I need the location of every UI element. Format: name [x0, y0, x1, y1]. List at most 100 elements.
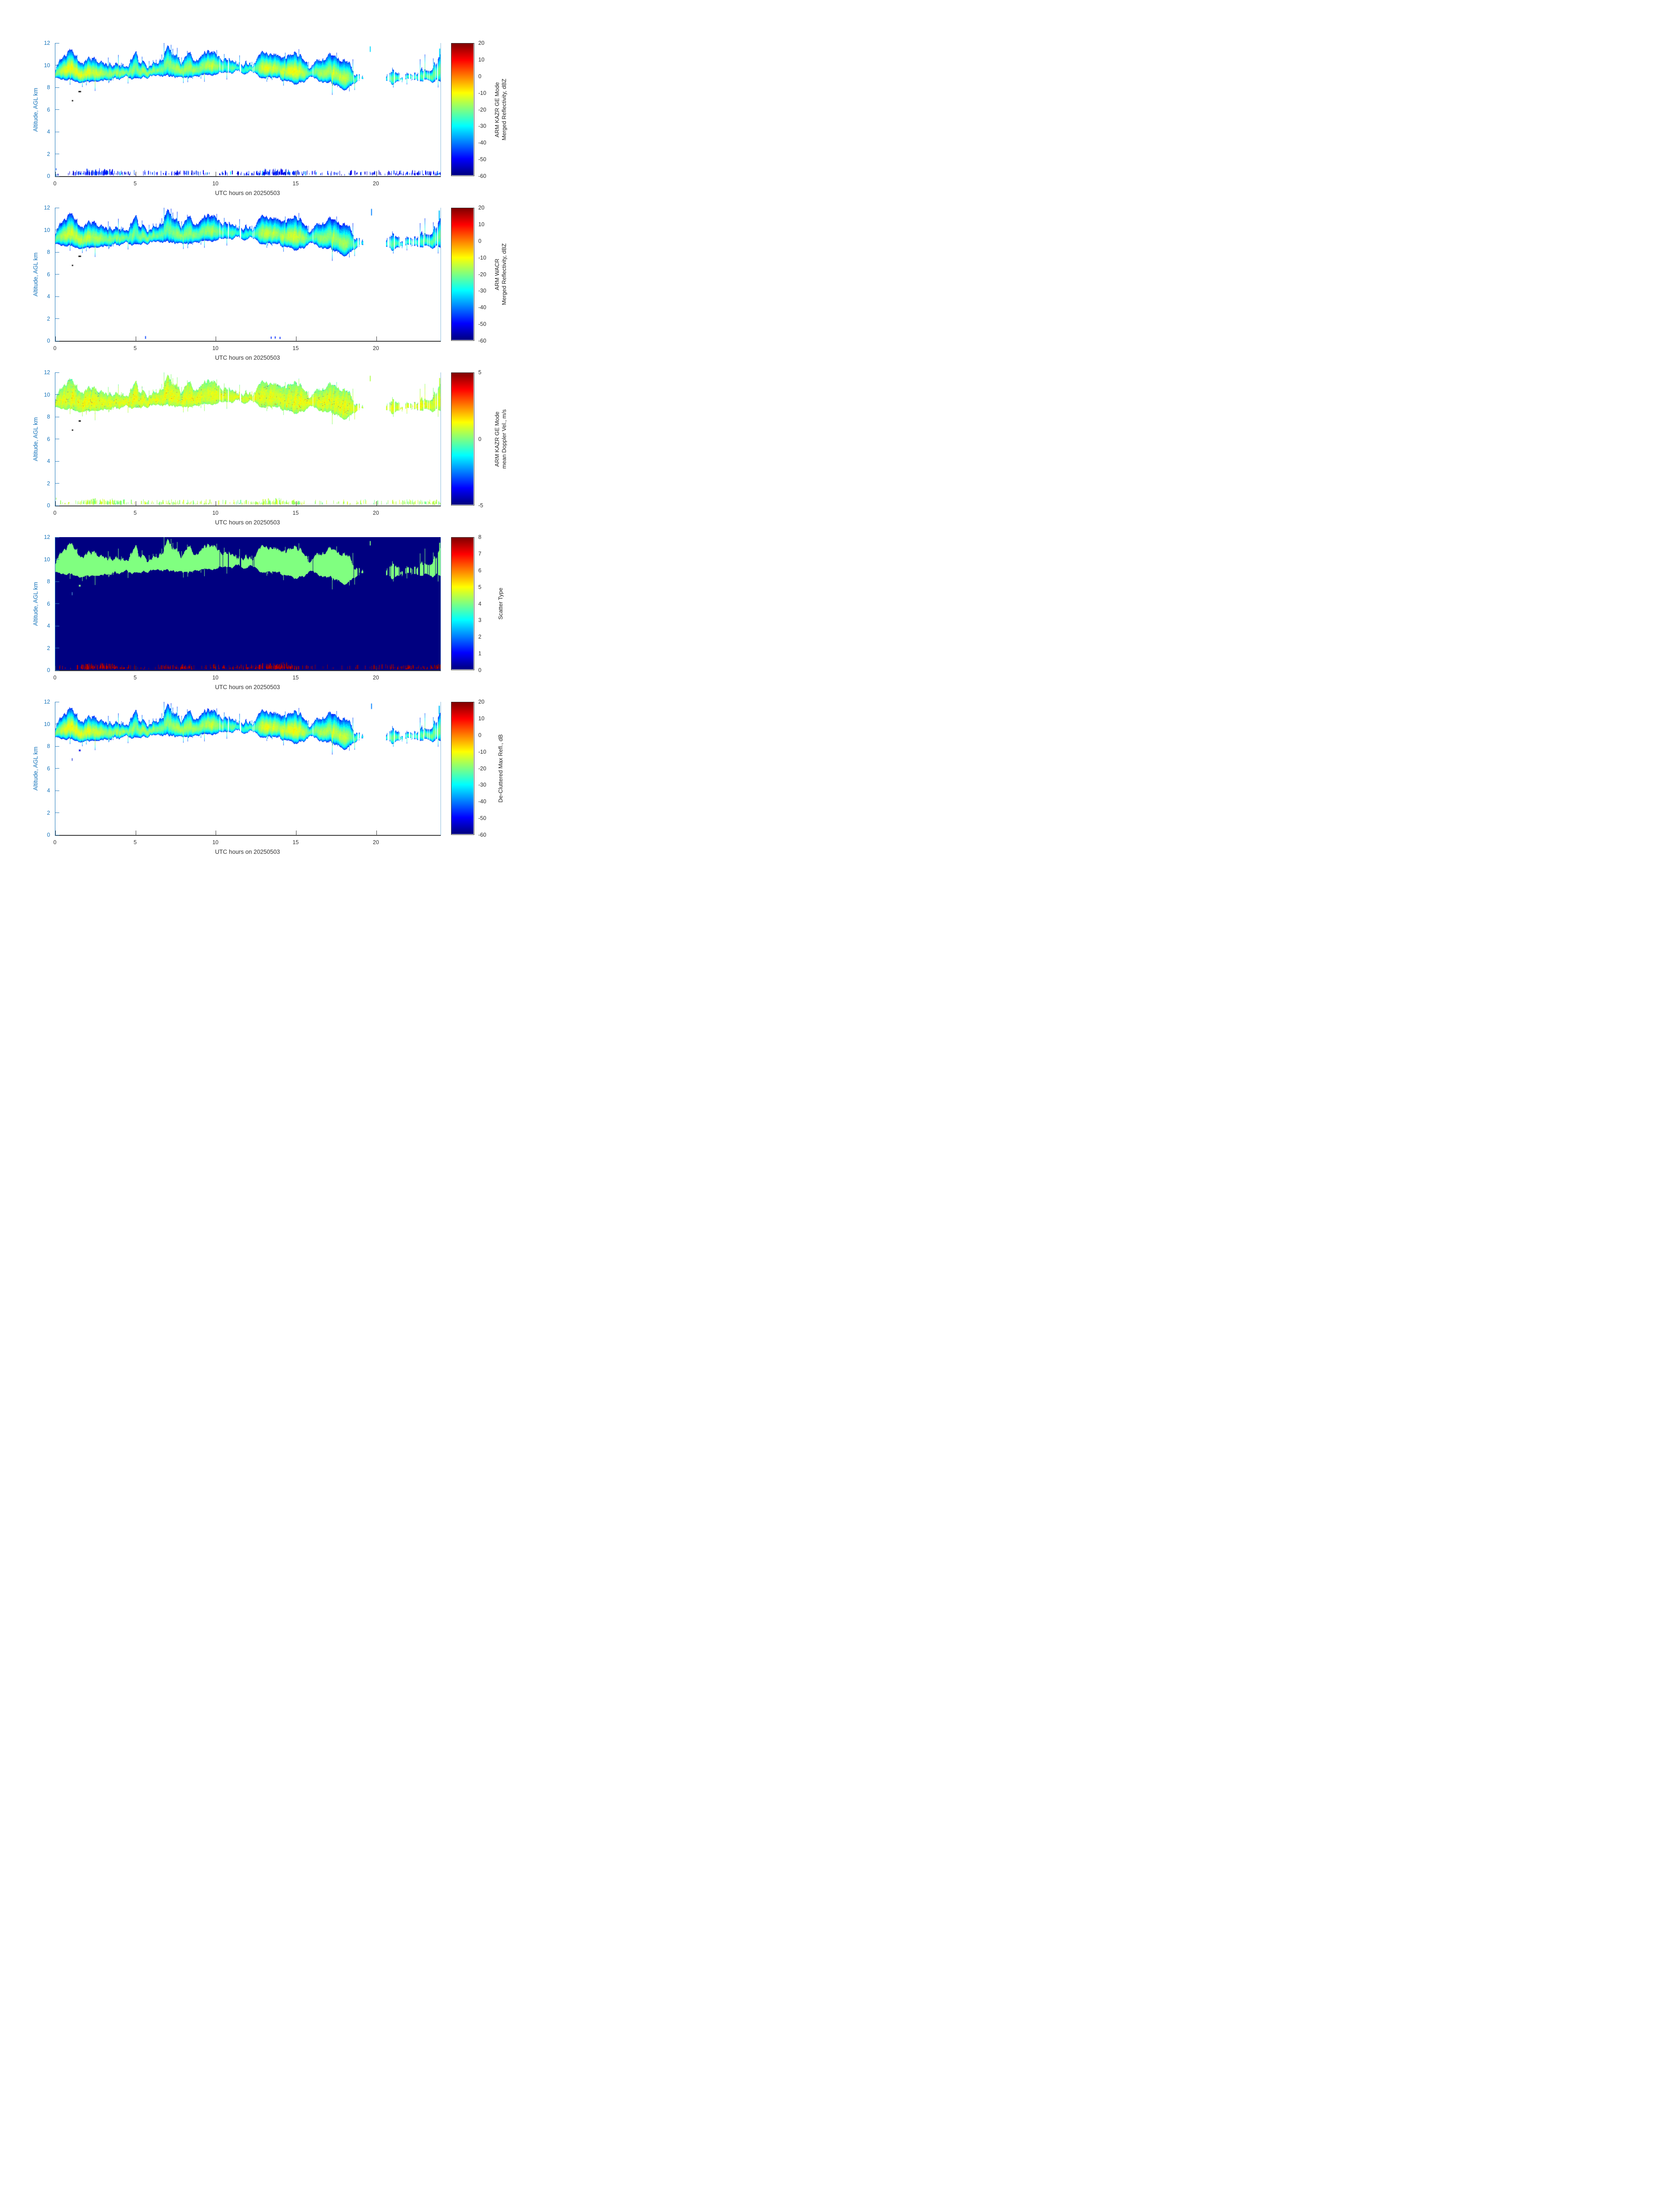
y-tick-label: 12	[44, 40, 50, 46]
panel-kazr-ge-reflectivity: Altitude, AGL km UTC hours on 20250503 A…	[0, 0, 560, 196]
y-tick-mark	[55, 461, 59, 462]
y-tick-label: 8	[47, 743, 50, 749]
colorbar-tick-label: 4	[478, 600, 481, 607]
colorbar-gradient	[452, 43, 473, 175]
heatmap-canvas	[55, 372, 441, 506]
y-tick-label: 8	[47, 249, 50, 255]
colorbar-tick-label: -30	[478, 782, 487, 788]
colorbar-title: ARM KAZR GE Mode Merged Reflectivity, dB…	[492, 43, 509, 176]
colorbar-tick-label: 20	[478, 40, 484, 46]
x-tick-label: 20	[372, 839, 379, 845]
plot-area	[55, 372, 441, 506]
x-tick-label: 15	[293, 675, 299, 681]
x-tick-mark	[376, 501, 377, 506]
y-tick-label: 2	[47, 480, 50, 487]
y-tick-label: 4	[47, 293, 50, 300]
y-tick-label: 2	[47, 809, 50, 816]
y-tick-mark	[55, 670, 59, 671]
y-tick-mark	[55, 87, 59, 88]
y-tick-label: 12	[44, 699, 50, 705]
x-tick-label: 0	[53, 181, 57, 187]
y-tick-label: 4	[47, 623, 50, 629]
colorbar-tick-label: -60	[478, 832, 487, 838]
y-tick-mark	[55, 176, 59, 177]
colorbar-title: ARM WACR Merged Reflectivity, dBZ	[492, 208, 509, 341]
plot-area	[55, 537, 441, 671]
x-tick-label: 20	[372, 510, 379, 516]
colorbar-tick-label: -20	[478, 765, 487, 772]
colorbar-title: Scatter Type	[492, 537, 509, 670]
x-tick-label: 10	[212, 510, 219, 516]
colorbar-tick-label: 10	[478, 221, 484, 228]
x-tick-label: 5	[134, 510, 137, 516]
x-tick-mark	[55, 501, 56, 506]
colorbar-tick-label: 1	[478, 650, 481, 657]
colorbar-tick-label: 0	[478, 73, 481, 79]
y-tick-label: 6	[47, 765, 50, 772]
colorbar	[451, 537, 474, 670]
y-tick-label: 4	[47, 129, 50, 135]
colorbar-title-line1: ARM KAZR GE Mode	[494, 82, 500, 137]
x-tick-label: 0	[53, 839, 57, 845]
colorbar-gradient	[452, 702, 473, 834]
y-tick-label: 10	[44, 62, 50, 69]
colorbar-tick-label: -30	[478, 288, 487, 294]
x-tick-mark	[55, 336, 56, 341]
colorbar-tick-label: -60	[478, 338, 487, 344]
y-tick-mark	[55, 109, 59, 110]
colorbar-tick-label: 0	[478, 238, 481, 244]
y-tick-label: 10	[44, 227, 50, 233]
y-tick-mark	[55, 746, 59, 747]
x-tick-label: 20	[372, 345, 379, 351]
y-tick-mark	[55, 372, 59, 373]
y-tick-label: 10	[44, 721, 50, 727]
y-tick-mark	[55, 252, 59, 253]
colorbar-tick-label: -30	[478, 123, 487, 130]
y-tick-label: 12	[44, 369, 50, 376]
panel-wacr-reflectivity: Altitude, AGL km UTC hours on 20250503 A…	[0, 165, 560, 361]
colorbar	[451, 208, 474, 341]
x-tick-mark	[55, 666, 56, 670]
x-tick-label: 15	[293, 839, 299, 845]
y-tick-label: 12	[44, 205, 50, 211]
colorbar-tick-label: -50	[478, 156, 487, 163]
x-tick-mark	[376, 831, 377, 835]
y-tick-mark	[55, 537, 59, 538]
colorbar-tick-label: 10	[478, 715, 484, 722]
colorbar-tick-label: -20	[478, 271, 487, 278]
x-tick-label: 0	[53, 510, 57, 516]
x-tick-label: 10	[212, 675, 219, 681]
colorbar-tick-label: -50	[478, 321, 487, 328]
colorbar	[451, 43, 474, 176]
panel-decluttered-max-reflectivity: Altitude, AGL km UTC hours on 20250503 D…	[0, 659, 560, 855]
colorbar-title: ARM KAZR GE Mode mean Doppler Vel., m/s	[492, 372, 509, 506]
y-tick-mark	[55, 318, 59, 319]
y-tick-mark	[55, 559, 59, 560]
colorbar-tick-label: 3	[478, 617, 481, 624]
x-tick-label: 5	[134, 675, 137, 681]
y-tick-label: 0	[47, 502, 50, 509]
colorbar-tick-label: -10	[478, 748, 487, 755]
y-tick-mark	[55, 296, 59, 297]
y-tick-label: 8	[47, 414, 50, 420]
y-tick-label: 4	[47, 458, 50, 464]
x-tick-label: 20	[372, 181, 379, 187]
x-tick-label: 0	[53, 345, 57, 351]
colorbar-tick-label: 8	[478, 534, 481, 540]
y-tick-label: 0	[47, 832, 50, 838]
x-tick-label: 20	[372, 675, 379, 681]
y-tick-mark	[55, 394, 59, 395]
colorbar-tick-label: 20	[478, 205, 484, 211]
radar-quicklook-figure: Altitude, AGL km UTC hours on 20250503 A…	[0, 0, 560, 878]
y-tick-mark	[55, 483, 59, 484]
y-tick-label: 0	[47, 667, 50, 673]
x-tick-mark	[376, 336, 377, 341]
colorbar-tick-label: 5	[478, 369, 481, 376]
colorbar-tick-label: -5	[478, 502, 484, 509]
y-tick-label: 6	[47, 106, 50, 113]
colorbar-title-line2: mean Doppler Vel., m/s	[501, 409, 507, 469]
x-tick-mark	[55, 172, 56, 176]
colorbar-tick-label: -40	[478, 798, 487, 805]
x-tick-label: 15	[293, 181, 299, 187]
x-tick-label: 5	[134, 839, 137, 845]
